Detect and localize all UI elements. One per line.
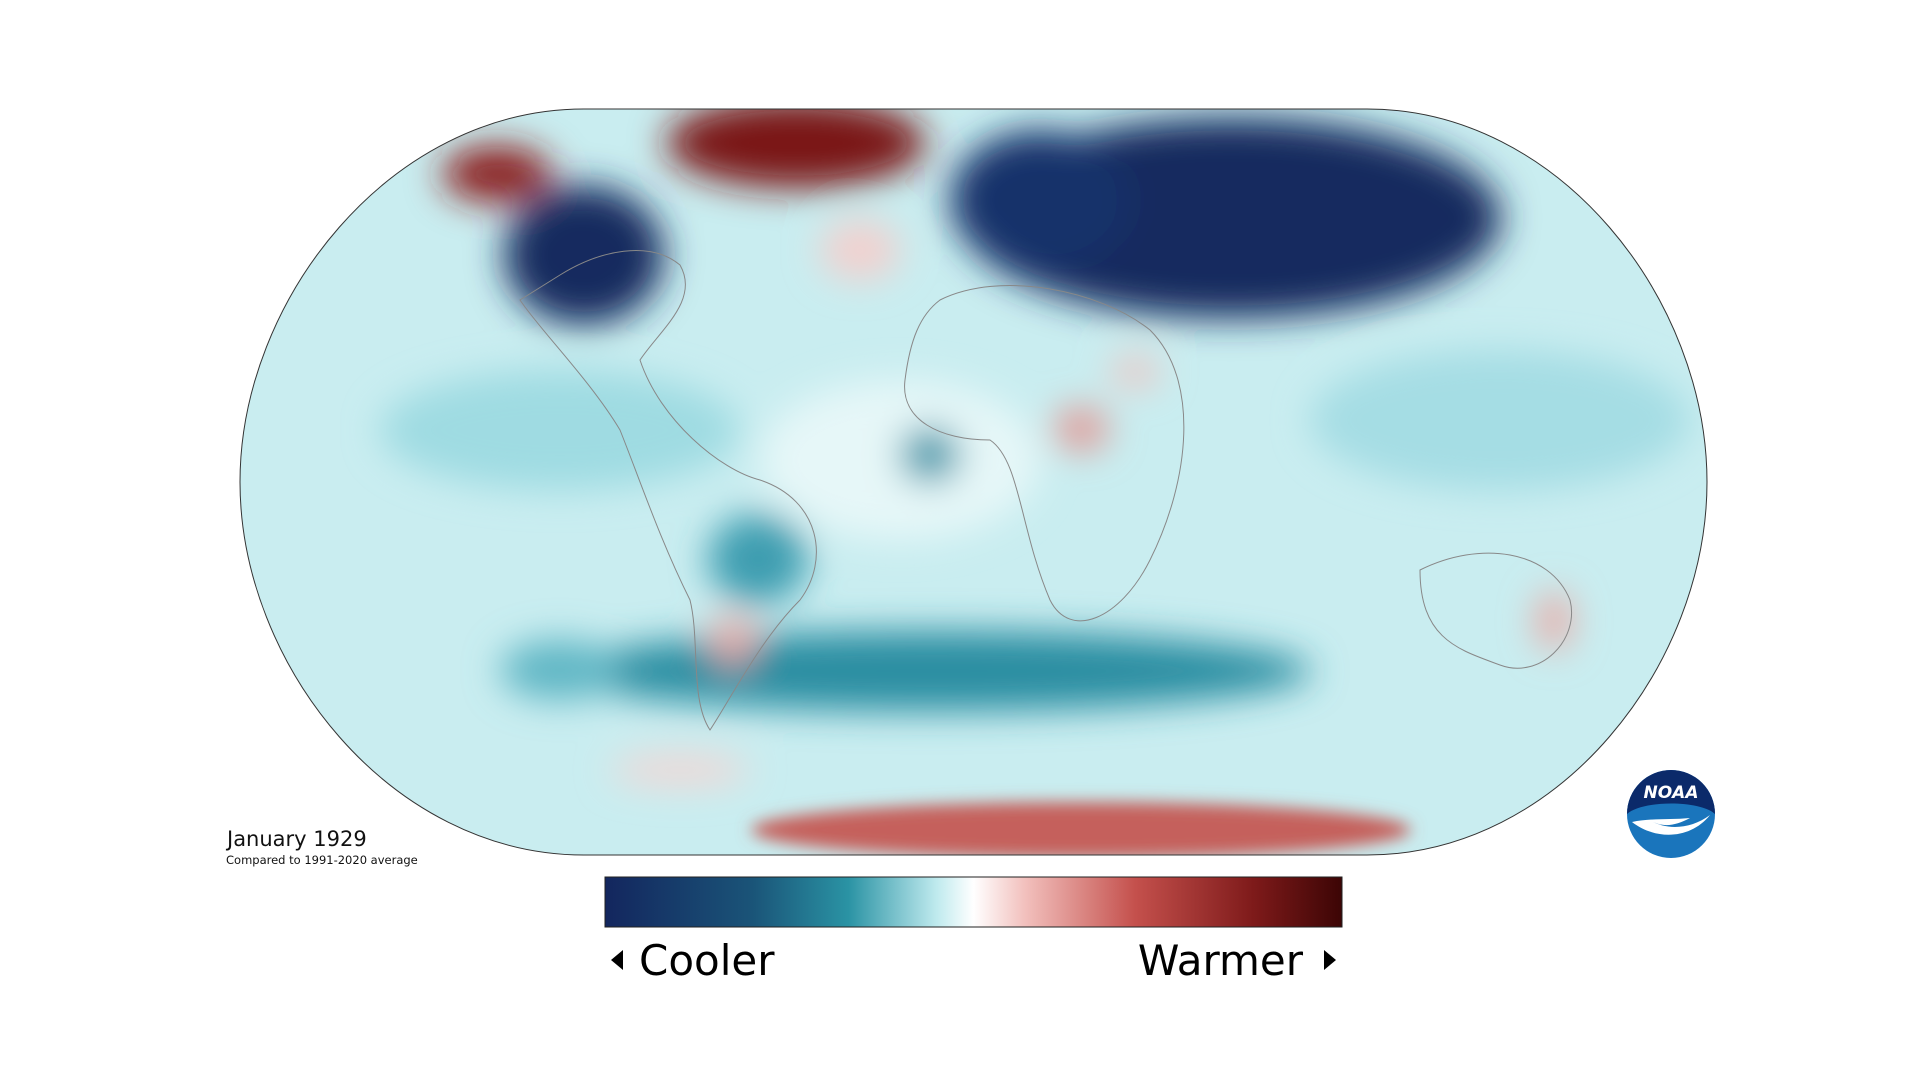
anomaly-area xyxy=(751,802,1411,855)
noaa-logo: NOAA xyxy=(1627,770,1715,858)
anomaly-area xyxy=(760,380,1040,540)
logo-bird xyxy=(1632,815,1710,835)
anomaly-area xyxy=(380,370,740,490)
logo-text: NOAA xyxy=(1644,783,1699,803)
anomaly-area xyxy=(666,109,926,188)
anomaly-area xyxy=(900,427,960,483)
baseline-note: Compared to 1991-2020 average xyxy=(226,853,418,867)
right-arrow xyxy=(1324,950,1336,970)
anomaly-area xyxy=(820,220,900,280)
anomaly-area xyxy=(1110,357,1160,387)
logo-top xyxy=(1627,770,1715,814)
anomaly-area xyxy=(708,514,808,604)
anomaly-area xyxy=(552,631,1312,711)
color-scale xyxy=(604,876,1343,928)
anomaly-area xyxy=(504,185,664,325)
coastline xyxy=(519,250,817,731)
anomaly-field xyxy=(380,109,1690,785)
anomaly-area xyxy=(1053,407,1109,451)
anomaly-area xyxy=(442,146,552,202)
date-label: January 1929 xyxy=(225,827,367,851)
anomaly-area xyxy=(1310,350,1690,490)
coastline xyxy=(1419,552,1572,669)
anomaly-area xyxy=(500,640,620,700)
anomaly-area xyxy=(711,615,755,665)
map-outline xyxy=(239,108,1708,856)
high-label: Warmer xyxy=(1138,936,1304,985)
anomaly-area xyxy=(610,755,750,785)
anomaly-area xyxy=(950,130,1130,270)
anomaly-area xyxy=(1536,591,1572,651)
left-arrow xyxy=(611,950,623,970)
anomaly-map xyxy=(240,109,1707,855)
coastline xyxy=(904,285,1185,622)
low-label: Cooler xyxy=(639,936,775,985)
